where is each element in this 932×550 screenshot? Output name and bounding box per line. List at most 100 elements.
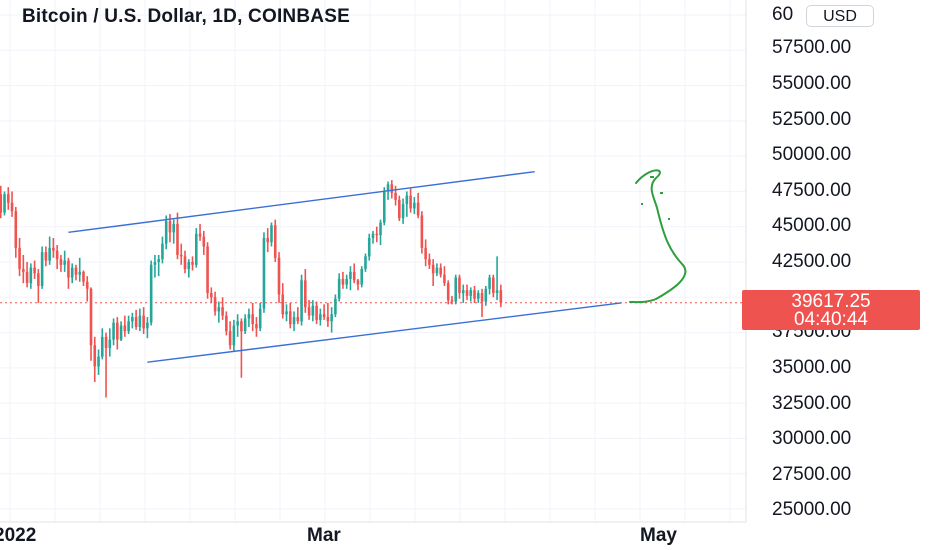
candle-body [341, 278, 345, 285]
candle-body [499, 290, 503, 303]
candle-body [409, 195, 412, 209]
candle-body [454, 277, 458, 302]
candle [390, 180, 394, 199]
candle-body [394, 192, 397, 200]
candle-body [270, 225, 273, 243]
candle [10, 191, 14, 217]
candle [300, 274, 303, 326]
candle [153, 254, 157, 278]
candle-body [285, 311, 288, 315]
candle [266, 228, 270, 253]
candle [394, 185, 397, 206]
candle-body [356, 280, 360, 285]
candle [341, 271, 345, 289]
candle-body [484, 288, 488, 302]
candle-body [179, 254, 183, 257]
candle [262, 232, 266, 313]
price-label: 45000.00 [772, 215, 852, 236]
candle [146, 317, 149, 339]
candle-body [0, 194, 3, 213]
candle [367, 233, 371, 261]
candle [319, 308, 322, 326]
candle-body [44, 252, 48, 261]
candle [450, 295, 454, 305]
candle [221, 297, 224, 320]
candle [70, 263, 74, 284]
candle [217, 301, 221, 323]
currency-selector-button[interactable]: USD [806, 5, 874, 27]
candle-body [243, 318, 247, 332]
candle-body [461, 290, 465, 294]
candle-body [14, 211, 18, 248]
annotation-marks [641, 176, 670, 220]
candle-body [473, 290, 476, 299]
candle-body [40, 252, 44, 286]
candle [311, 300, 315, 322]
candle-body [326, 317, 330, 322]
candle-body [424, 247, 427, 260]
channel-lower-trendline [147, 302, 622, 363]
bar-close-countdown: 04:40:44 [794, 309, 868, 330]
candle-body [300, 280, 303, 322]
candle [59, 254, 63, 272]
candle [285, 304, 288, 322]
candle-body [161, 243, 164, 260]
candle [492, 274, 495, 298]
candle [63, 250, 66, 272]
candle-body [3, 194, 6, 213]
candle [168, 214, 172, 243]
candle-body [194, 233, 198, 265]
candle [172, 219, 176, 244]
candle [74, 264, 78, 281]
candle-body [191, 262, 194, 265]
channel-trendlines[interactable] [68, 170, 622, 363]
candle-body [401, 204, 405, 219]
candle-body [131, 317, 134, 322]
candle [431, 259, 435, 286]
candle-body [37, 273, 40, 286]
candle-body [349, 271, 352, 279]
candle [484, 285, 488, 306]
candle [104, 332, 108, 398]
candle [52, 238, 55, 258]
candle-body [367, 238, 371, 257]
candle-body [465, 290, 469, 296]
candle [78, 257, 82, 282]
candle-body [168, 221, 172, 233]
candle [149, 260, 153, 326]
candle-body [127, 321, 130, 332]
candle [236, 314, 239, 337]
candle [67, 257, 70, 289]
candle [428, 253, 431, 270]
candle [352, 263, 356, 284]
freehand-projection-annotation[interactable] [629, 169, 687, 304]
candle [108, 328, 112, 357]
candle [82, 270, 85, 286]
candle-body [187, 262, 191, 270]
candle-body [142, 315, 145, 329]
candle-body [236, 321, 239, 326]
candle [296, 307, 300, 325]
candle-body [206, 246, 209, 294]
candle-body [210, 293, 213, 298]
candle-body [315, 305, 318, 320]
candle [243, 314, 247, 334]
candle [187, 259, 191, 278]
candle-body [134, 317, 138, 327]
candle-body [63, 260, 66, 265]
candle-body [371, 233, 375, 239]
candle-body [89, 288, 93, 346]
candle [443, 266, 446, 286]
candle [420, 211, 424, 254]
candle [85, 276, 89, 302]
candle-body [85, 281, 89, 289]
candle [3, 191, 6, 216]
candle-body [480, 293, 484, 302]
candle-body [266, 238, 270, 243]
candle-body [55, 250, 59, 260]
candle [97, 349, 100, 375]
candle-body [337, 278, 341, 299]
candle-body [176, 223, 179, 255]
candle [413, 197, 416, 215]
